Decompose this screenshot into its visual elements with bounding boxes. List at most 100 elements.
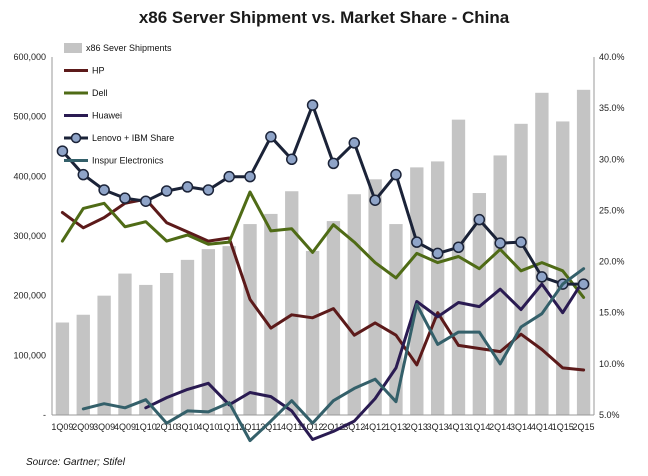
bar-3Q10 [180,259,195,415]
bar-2Q12 [326,221,341,415]
x-tick-label-3Q09: 3Q09 [93,422,115,432]
x-tick-label-4Q10: 4Q10 [197,422,219,432]
bars-layer [55,89,591,416]
bar-1Q12 [305,250,320,415]
bar-4Q11 [285,191,299,415]
series-line-dell [60,190,586,299]
x-tick-label-4Q11: 4Q11 [281,422,302,432]
bar-3Q09 [97,295,111,415]
series-point-lenovo-ibm-share [411,236,423,248]
bar-4Q10 [201,249,216,415]
source-note: Source: Gartner; Stifel [26,457,126,468]
series-point-lenovo-ibm-share [140,195,152,207]
x-tick-label-2Q10: 2Q10 [156,422,178,432]
series-point-lenovo-ibm-share [494,237,506,249]
legend: x86 Sever Shipments HP Dell Huawei Lenovo + … [64,43,174,166]
x-tick-label-2Q13: 2Q13 [406,422,428,432]
bar-4Q09 [118,273,132,415]
series-point-lenovo-ibm-share [56,145,69,157]
y-left-tick-label: 600,000 [13,52,46,62]
legend-marker-lenovo-ibm-share [70,132,82,144]
series-line-inspur-electronics [81,267,586,443]
series-point-lenovo-ibm-share [452,241,465,254]
y-right-tick-label: 30.0% [599,154,625,164]
x-tick-label-1Q11: 1Q11 [219,422,240,432]
bar-4Q13 [451,119,466,416]
x-tick-label-1Q10: 1Q10 [135,422,157,432]
x-tick-label-4Q12: 4Q12 [364,422,386,432]
bar-3Q13 [430,161,445,415]
series-point-lenovo-ibm-share [515,236,527,248]
series-point-lenovo-ibm-share [431,247,444,260]
y-right-tick-label: 10.0% [599,359,625,369]
y-left-tick-label: 200,000 [13,291,46,301]
chart-title: x86 Server Shipment vs. Market Share - C… [139,8,510,27]
x-tick-label-4Q14: 4Q14 [531,422,553,432]
y-right-tick-label: 40.0% [599,52,625,62]
series-point-lenovo-ibm-share [223,170,235,183]
series-point-lenovo-ibm-share [327,157,340,170]
series-point-lenovo-ibm-share [369,194,381,206]
bar-4Q14 [535,92,549,416]
y-left-tick-label: - [43,410,46,420]
x-tick-label-4Q13: 4Q13 [447,422,469,432]
x-tick-label-2Q15: 2Q15 [573,422,595,432]
bar-2Q13 [410,167,424,415]
y-right-tick-label: 5.0% [599,410,620,420]
y-left-tick-label: 100,000 [13,350,46,360]
y-left-tick-label: 500,000 [13,112,46,122]
series-point-lenovo-ibm-share [77,168,90,181]
bar-1Q11 [222,246,236,415]
x-tick-label-1Q14: 1Q14 [468,422,490,432]
series-point-lenovo-ibm-share [473,213,486,226]
series-point-lenovo-ibm-share [348,137,361,149]
legend-swatch-shipments [64,43,82,53]
bar-1Q15 [556,121,570,415]
series-point-lenovo-ibm-share [265,131,277,143]
bar-3Q11 [264,213,278,415]
x-tick-label-2Q09: 2Q09 [72,422,94,432]
x-tick-label-1Q13: 1Q13 [385,422,407,432]
series-point-lenovo-ibm-share [244,170,256,183]
bar-1Q14 [472,193,487,415]
x-tick-label-4Q09: 4Q09 [114,422,136,432]
bar-1Q10 [139,284,153,415]
bar-2Q15 [576,89,591,416]
legend-label-dell: Dell [92,88,108,98]
bar-1Q09 [55,322,70,415]
y-right-tick-label: 25.0% [599,205,625,215]
series-line-huawei [144,278,586,441]
series-point-lenovo-ibm-share [390,168,402,181]
x-tick-label-2Q12: 2Q12 [322,422,344,432]
bar-3Q12 [347,194,361,415]
legend-label-huawei: Huawei [92,111,122,121]
series-point-lenovo-ibm-share [98,184,110,196]
legend-label-shipments: x86 Sever Shipments [86,43,172,53]
x-tick-label-1Q15: 1Q15 [552,422,574,432]
lines-layer [56,99,590,443]
legend-label-lenovo-ibm-share: Lenovo + IBM Share [92,133,174,143]
x-tick-label-1Q12: 1Q12 [302,422,324,432]
x-tick-label-3Q13: 3Q13 [427,422,449,432]
legend-label-inspur-electronics: Inspur Electronics [92,156,164,166]
series-point-lenovo-ibm-share [160,185,173,197]
x-tick-label-3Q12: 3Q12 [343,422,365,432]
y-left-tick-label: 300,000 [13,231,46,241]
y-right-tick-label: 15.0% [599,308,625,318]
x-tick-label-3Q11: 3Q11 [260,422,281,432]
series-point-lenovo-ibm-share [119,192,131,204]
series-point-lenovo-ibm-share [306,99,319,111]
x-tick-label-2Q11: 2Q11 [239,422,260,432]
x-tick-label-1Q09: 1Q09 [51,422,73,432]
series-point-lenovo-ibm-share [285,153,298,166]
series-point-lenovo-ibm-share [577,278,590,290]
x-tick-label-3Q10: 3Q10 [176,422,198,432]
bar-2Q09 [76,314,90,415]
y-right-tick-label: 35.0% [599,103,625,113]
bar-2Q14 [493,155,507,415]
y-left-tick-label: 400,000 [13,171,46,181]
series-point-lenovo-ibm-share [202,184,215,196]
legend-label-hp: HP [92,66,105,76]
